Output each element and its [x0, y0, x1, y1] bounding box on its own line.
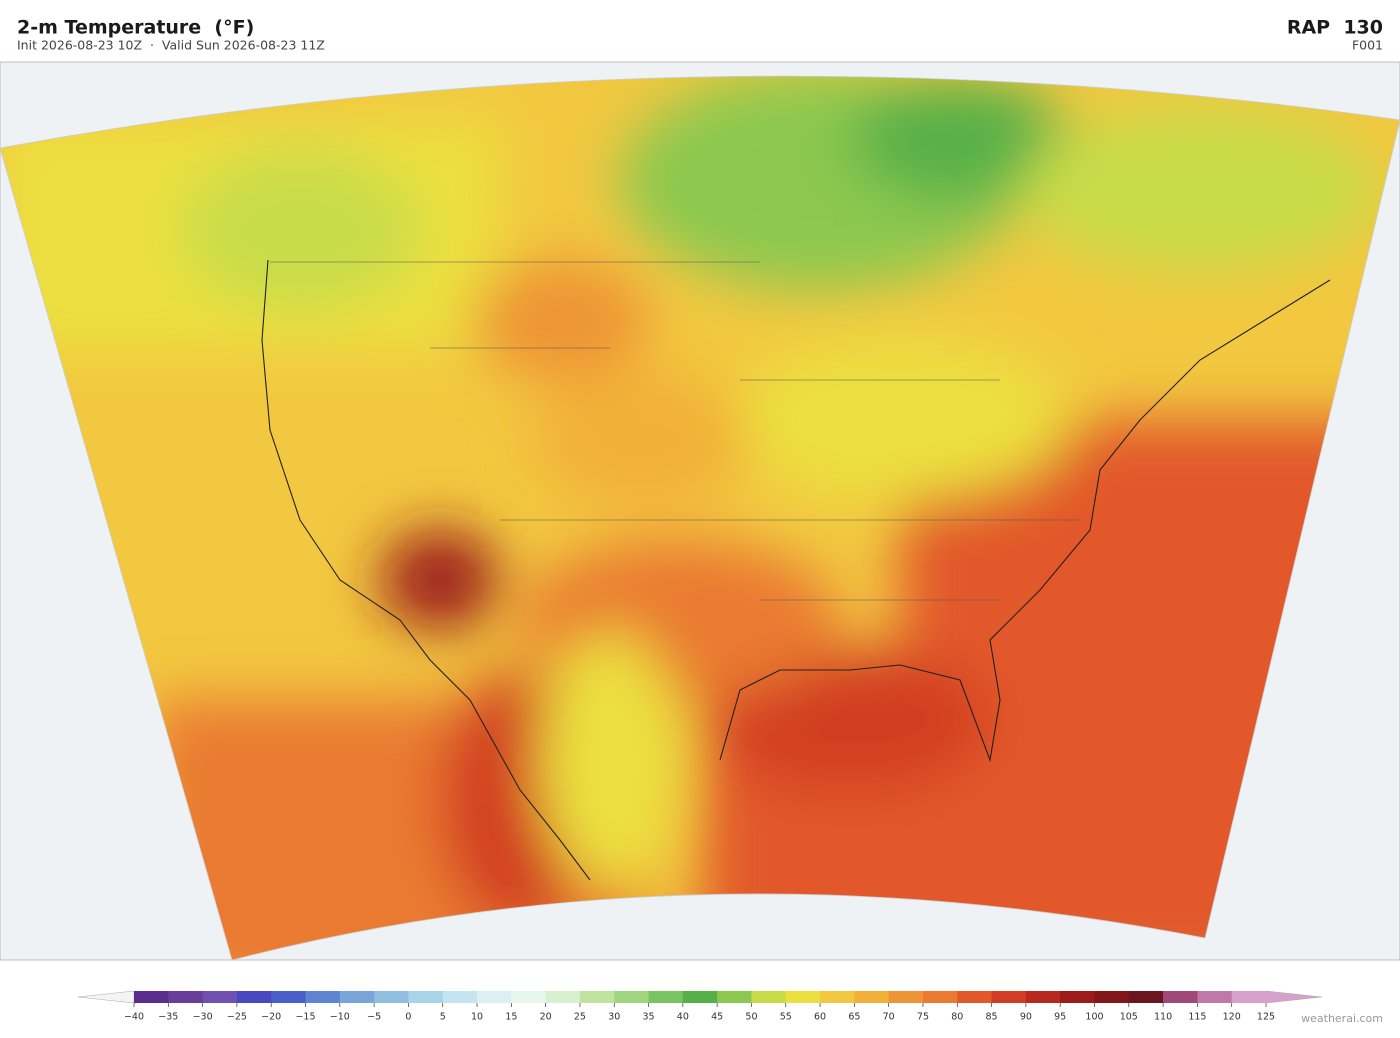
colorbar-tick-label: 75 [917, 1012, 929, 1023]
colorbar-bin [820, 991, 855, 1003]
map [0, 61, 1400, 961]
temperature-field [0, 76, 1400, 960]
colorbar-bin [1060, 991, 1095, 1003]
colorbar-bin [579, 991, 615, 1003]
colorbar-bin [511, 991, 547, 1003]
colorbar-tick-label: −40 [124, 1012, 144, 1023]
colorbar-tick-label: 80 [951, 1012, 963, 1023]
colorbar-bin [1231, 991, 1267, 1003]
colorbar-tick-label: −30 [193, 1012, 213, 1023]
colorbar-tick-label: 25 [574, 1012, 586, 1023]
colorbar-bin [1163, 991, 1198, 1003]
colorbar-tick-label: 50 [745, 1012, 757, 1023]
colorbar-tick-label: −10 [330, 1012, 350, 1023]
colorbar-bin [648, 991, 684, 1003]
colorbar-tick-label: 60 [814, 1012, 826, 1023]
colorbar-bin [134, 991, 169, 1003]
colorbar-bin [477, 991, 512, 1003]
colorbar-tick-label: 0 [405, 1012, 411, 1023]
colorbar-bin [1025, 991, 1061, 1003]
forecast-hour: F001 [1352, 38, 1383, 53]
colorbar-bin [957, 991, 992, 1003]
colorbar-bin [408, 991, 444, 1003]
colorbar-bin [545, 991, 581, 1003]
title: 2-m Temperature (°F) [17, 17, 254, 39]
colorbar-bin [614, 991, 649, 1003]
colorbar-bin [991, 991, 1027, 1003]
colorbar-bin [922, 991, 958, 1003]
model: RAP 130 [1287, 17, 1383, 39]
colorbar-bin [888, 991, 924, 1003]
colorbar-tick-label: −25 [227, 1012, 247, 1023]
colorbar-tick-label: 125 [1257, 1012, 1275, 1023]
colorbar: −40 −35 −30 −25 −20 −15 −10 −5 0 5 10 15 20 25 30 35 40 4… [77, 990, 1323, 1023]
colorbar-tick-label: 105 [1120, 1012, 1138, 1023]
colorbar-bin [339, 991, 375, 1003]
colorbar-bin [236, 991, 272, 1003]
colorbar-tick-label: 100 [1085, 1012, 1103, 1023]
colorbar-tick-label: 15 [505, 1012, 517, 1023]
colorbar-bin [1128, 991, 1164, 1003]
colorbar-bin [442, 991, 478, 1003]
colorbar-tick-label: −20 [261, 1012, 281, 1023]
colorbar-tick-label: 35 [642, 1012, 654, 1023]
colorbar-tick-label: −35 [158, 1012, 178, 1023]
colorbar-tick-label: 45 [711, 1012, 723, 1023]
colorbar-bin [305, 991, 341, 1003]
colorbar-tick-label: 85 [986, 1012, 998, 1023]
colorbar-over [1265, 990, 1323, 1004]
colorbar-bin [168, 991, 204, 1003]
colorbar-bin [202, 991, 238, 1003]
colorbar-tick-label: 110 [1154, 1012, 1172, 1023]
colorbar-bin [751, 991, 787, 1003]
colorbar-tick-label: 70 [883, 1012, 895, 1023]
colorbar-tick-label: 20 [540, 1012, 552, 1023]
colorbar-tick-label: −15 [295, 1012, 315, 1023]
colorbar-tick-label: 10 [471, 1012, 483, 1023]
colorbar-tick-label: 90 [1020, 1012, 1032, 1023]
colorbar-bin [785, 991, 821, 1003]
colorbar-tick-label: 40 [677, 1012, 689, 1023]
colorbar-bin [854, 991, 890, 1003]
colorbar-tick-label: 115 [1188, 1012, 1206, 1023]
colorbar-bin [1197, 991, 1233, 1003]
colorbar-tick-label: 95 [1054, 1012, 1066, 1023]
colorbar-bin [1094, 991, 1130, 1003]
subtitle: Init 2026-08-23 10Z · Valid Sun 2026-08-… [17, 38, 325, 53]
colorbar-bin [717, 991, 752, 1003]
colorbar-tick-label: 30 [608, 1012, 620, 1023]
colorbar-bin [271, 991, 306, 1003]
colorbar-tick-label: 120 [1223, 1012, 1241, 1023]
colorbar-tick-label: 65 [848, 1012, 860, 1023]
colorbar-tick-label: 5 [440, 1012, 446, 1023]
colorbar-tick-label: −5 [367, 1012, 381, 1023]
colorbar-under [77, 990, 135, 1004]
colorbar-bin [374, 991, 409, 1003]
colorbar-tick-label: 55 [780, 1012, 792, 1023]
colorbar-bin [682, 991, 718, 1003]
credit: weatherai.com [1301, 1012, 1383, 1025]
